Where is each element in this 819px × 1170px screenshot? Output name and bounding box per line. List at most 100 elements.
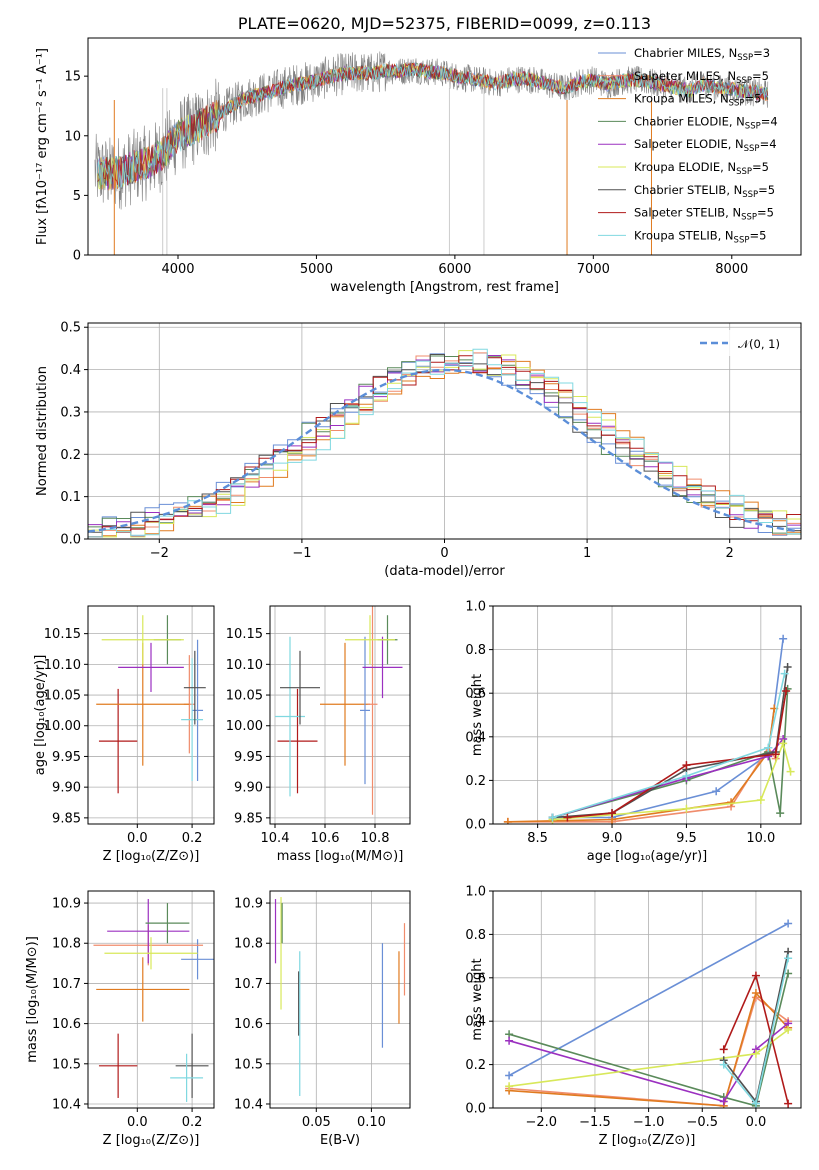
weight-marker (712, 787, 721, 796)
y-tick-label: 9.85 (234, 811, 263, 826)
axes-mass_vs_EBV: 0.05 0.10 10.4 10.5 10.6 10.7 10.8 10.9 E(B-V) (234, 890, 411, 1148)
x-tick-label: 0.2 (182, 1115, 203, 1130)
y-tick-label: 9.95 (52, 750, 81, 765)
legend-label: Kroupa MILES, NSSP=5 (634, 92, 761, 109)
errorbar-chabrier-stelib (183, 650, 206, 725)
weight-marker (784, 1099, 793, 1108)
errorbar-chabrier-miles (360, 636, 370, 785)
y-tick-label: 10.4 (52, 1097, 81, 1112)
axes-residuals: −2 −1 0 1 2 0.0 0.1 0.2 0.3 0.4 0.5 (data-model)/er… (35, 321, 802, 579)
x-tick-label: 5000 (300, 262, 333, 277)
weight-marker (548, 813, 557, 822)
x-tick-label: 0.10 (357, 1115, 386, 1130)
errorbar-salpeter-stelib (98, 688, 138, 794)
plot-area-spectrum (94, 51, 769, 255)
y-tick-label: 0.6 (465, 687, 486, 702)
weight-marker (505, 1082, 514, 1091)
plot-area-age_vs_mass (275, 606, 403, 815)
legend-label: Chabrier MILES, NSSP=3 (634, 46, 770, 63)
spectrum-legend: Chabrier MILES, NSSP=3 Salpeter MILES, NS… (598, 46, 778, 245)
errorbar-salpeter-stelib (98, 1033, 138, 1098)
y-tick-label: 9.90 (234, 781, 263, 796)
y-tick-label: 0.4 (465, 730, 486, 745)
weight-marker (784, 954, 793, 963)
weight-marker (782, 687, 791, 696)
y-axis-label: Flux [fλ10⁻¹⁷ erg cm⁻² s⁻¹ A⁻¹] (35, 48, 50, 245)
axes-frame (269, 890, 411, 1109)
y-tick-label: 10.5 (234, 1057, 263, 1072)
x-tick-label: 8.5 (527, 831, 548, 846)
weight-marker (727, 798, 736, 807)
y-tick-label: 10.10 (226, 658, 263, 673)
y-axis-label: mass [log₁₀(M/M⊙)] (25, 936, 40, 1063)
axes-frame (87, 322, 802, 540)
plot-area-mass_vs_EBV (274, 897, 406, 1096)
x-tick-label: 10.8 (361, 831, 390, 846)
y-tick-label: 10.00 (226, 719, 263, 734)
axes-massweight_vs_Z: −2.0 −1.5 −1.0 −0.5 0.0 0.0 0.2 0.4 0.6 0.8 1.0 Z [… (465, 885, 802, 1148)
y-tick-label: 10.05 (226, 689, 263, 704)
chart-title: PLATE=0620, MJD=52375, FIBERID=0099, z=0… (238, 14, 651, 33)
y-tick-label: 1.0 (465, 600, 486, 615)
y-tick-label: 0.1 (60, 490, 81, 505)
weight-marker (776, 809, 785, 818)
axes-frame (87, 37, 802, 256)
weight-line-kroupa-miles (509, 991, 789, 1107)
x-axis-label: age [log₁₀(age/yr)] (587, 849, 708, 864)
plot-area-massweight_vs_Z (505, 919, 793, 1108)
weight-marker (682, 772, 691, 781)
weight-marker (682, 804, 691, 813)
errorbar-kroupa-elodie (345, 615, 395, 665)
legend-label: Salpeter ELODIE, NSSP=4 (634, 137, 777, 154)
weight-line-salpeter-stelib (567, 690, 787, 819)
y-tick-label: 9.95 (234, 750, 263, 765)
y-tick-label: 1.0 (465, 885, 486, 900)
axes-frame (87, 890, 215, 1109)
legend-box (693, 330, 793, 356)
errorbar-salpeter-miles (367, 606, 378, 815)
errorbar-chabrier-stelib (280, 650, 320, 725)
y-tick-label: 9.85 (52, 811, 81, 826)
plot-area-age_vs_Z (96, 615, 206, 794)
legend-label: Salpeter MILES, NSSP=5 (634, 69, 769, 86)
model-spectrum-kroupa-stelib (97, 62, 769, 188)
errorbar-kroupa-stelib (181, 658, 204, 782)
weight-marker (786, 767, 795, 776)
errorbar-kroupa-elodie (101, 615, 184, 665)
y-tick-label: 0.0 (60, 533, 81, 548)
y-tick-label: 10.8 (52, 937, 81, 952)
x-tick-label: 7000 (577, 262, 610, 277)
legend-label: Chabrier ELODIE, NSSP=4 (634, 114, 778, 131)
x-axis-label: mass [log₁₀(M/M⊙)] (277, 849, 404, 864)
x-tick-label: 10.6 (311, 831, 340, 846)
y-tick-label: 0.6 (465, 971, 486, 986)
y-tick-label: 10.8 (234, 937, 263, 952)
legend-label: 𝒩(0, 1) (738, 337, 780, 351)
weight-marker (751, 971, 760, 980)
x-tick-label: 0.0 (127, 831, 148, 846)
legend-label: Salpeter STELIB, NSSP=5 (634, 206, 774, 223)
weight-line-kroupa-stelib (552, 673, 786, 819)
axes-frame (492, 605, 802, 825)
normal-curve (88, 368, 799, 533)
axes-frame (87, 605, 215, 825)
x-tick-label: −0.5 (686, 1115, 718, 1130)
legend-label: Kroupa ELODIE, NSSP=5 (634, 160, 769, 177)
y-tick-label: 0.2 (465, 1058, 486, 1073)
axes-massweight_vs_age: 8.5 9.0 9.5 10.0 0.0 0.2 0.4 0.6 0.8 1.0 age [log₁… (465, 600, 802, 864)
x-tick-label: 0.2 (182, 831, 203, 846)
errorbar-salpeter-stelib (277, 688, 318, 794)
weight-marker (779, 634, 788, 643)
weight-marker (505, 1071, 514, 1080)
x-tick-label: 0.05 (302, 1115, 331, 1130)
x-tick-label: −1.5 (579, 1115, 611, 1130)
x-tick-label: 8000 (715, 262, 748, 277)
y-tick-label: 10.15 (226, 627, 263, 642)
errorbar-chabrier-elodie (145, 903, 190, 944)
y-tick-label: 15 (64, 70, 81, 85)
y-tick-label: 0.8 (465, 643, 486, 658)
x-axis-label: (data-model)/error (384, 564, 505, 579)
y-axis-label: age [log₁₀(age/yr)] (33, 655, 48, 776)
y-tick-label: 0 (73, 249, 81, 264)
legend-label: Kroupa STELIB, NSSP=5 (634, 228, 766, 245)
